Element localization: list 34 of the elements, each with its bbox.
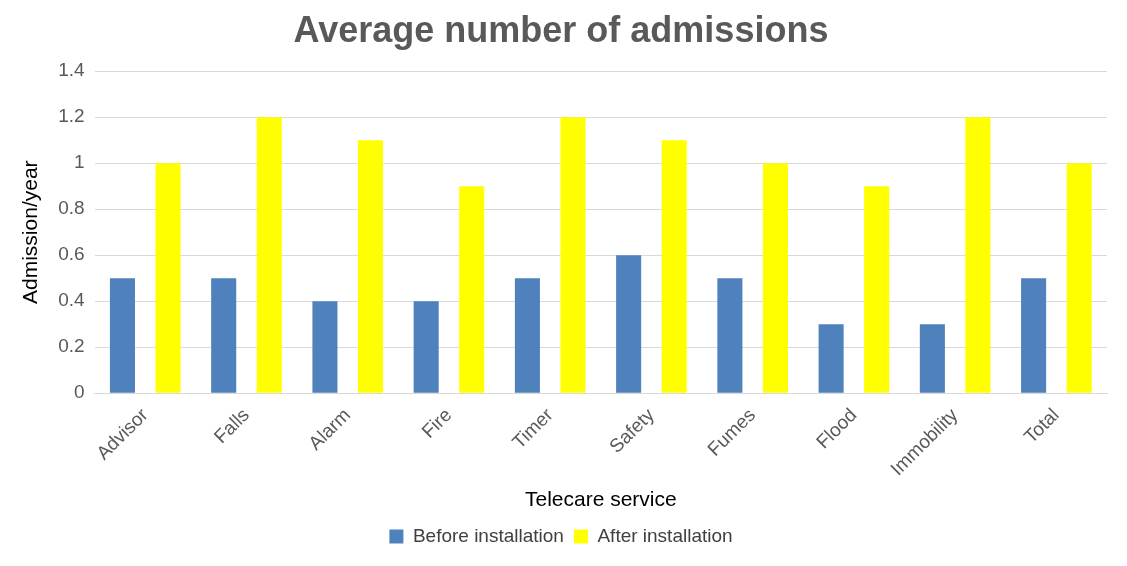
y-tick-label: 1.2 <box>58 105 85 127</box>
bar <box>965 117 991 393</box>
y-tick-label: 1.4 <box>58 59 86 81</box>
x-axis-title: Telecare service <box>524 487 677 511</box>
y-tick-label: 0.2 <box>58 335 85 357</box>
y-tick-label: 0.6 <box>58 243 85 265</box>
bar <box>514 278 540 393</box>
bar <box>155 163 181 393</box>
x-tick-label: Fire <box>417 403 456 442</box>
bar <box>256 117 282 393</box>
bar <box>762 163 788 393</box>
bar <box>1066 163 1092 393</box>
bar <box>717 278 743 393</box>
y-tick-label: 0.8 <box>58 197 85 219</box>
legend-label: Before installation <box>412 524 564 546</box>
bar <box>919 324 945 393</box>
bar <box>616 255 642 393</box>
bar <box>357 140 384 393</box>
y-tick-label: 0.4 <box>58 289 86 311</box>
y-tick-label: 0 <box>74 381 85 403</box>
legend-label: After installation <box>597 524 733 546</box>
bar <box>560 117 586 393</box>
bar <box>661 140 687 393</box>
y-axis-title: Admission/year <box>18 160 42 304</box>
bar <box>818 324 844 393</box>
bar <box>413 301 439 393</box>
bar <box>312 301 338 393</box>
bar <box>109 278 135 393</box>
bar <box>459 186 485 393</box>
chart-title: Average number of admissions <box>293 8 829 50</box>
bar <box>1021 278 1047 393</box>
y-tick-label: 1 <box>74 151 85 173</box>
bar <box>211 278 237 393</box>
bar <box>864 186 890 393</box>
